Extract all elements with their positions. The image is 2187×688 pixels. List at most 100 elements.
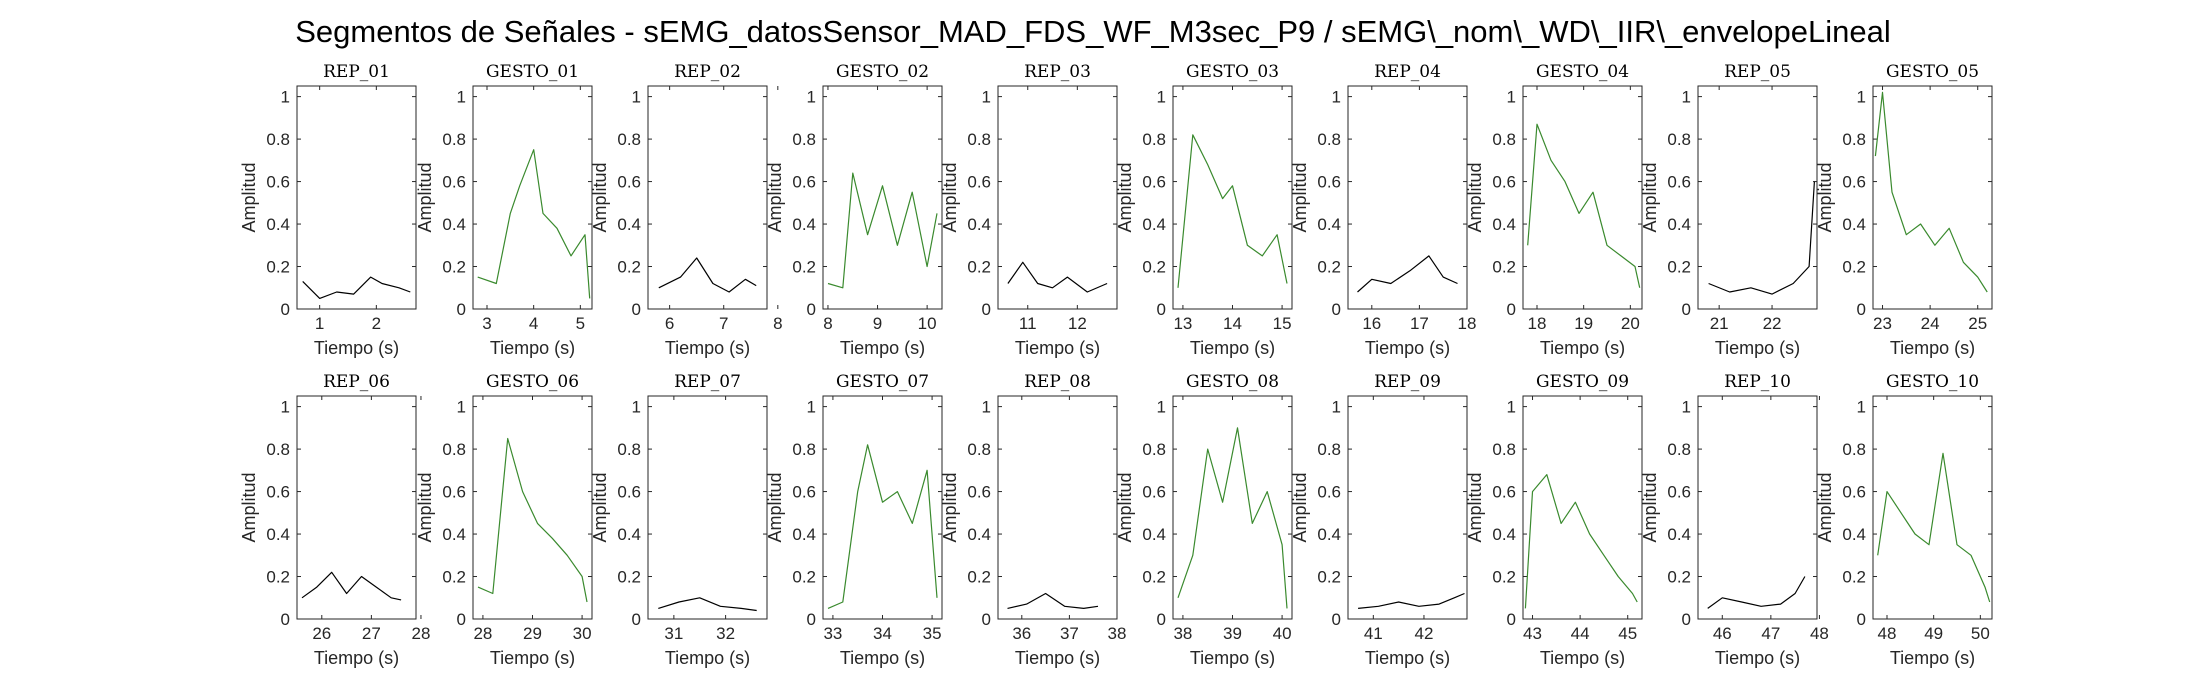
x-tick-label: 34 (873, 624, 892, 643)
x-axis-label: Tiempo (s) (1365, 648, 1450, 668)
y-tick-label: 0.2 (792, 568, 816, 587)
x-tick-label: 37 (1060, 624, 1079, 643)
y-tick-label: 0.6 (1842, 483, 1866, 502)
y-tick-label: 0.8 (1317, 130, 1341, 149)
x-tick-label: 16 (1362, 314, 1381, 333)
y-tick-label: 1 (1332, 88, 1341, 107)
series-line (1874, 91, 1988, 293)
y-tick-label: 1 (1682, 398, 1691, 417)
y-tick-label: 0.8 (967, 440, 991, 459)
y-tick-label: 0 (632, 610, 641, 629)
y-axis-label: Amplitud (415, 162, 435, 232)
x-tick-label: 7 (719, 314, 728, 333)
x-tick-label: 19 (1574, 314, 1593, 333)
y-tick-label: 0.2 (1317, 568, 1341, 587)
y-tick-label: 0.6 (1142, 173, 1166, 192)
x-axis-label: Tiempo (s) (840, 338, 925, 358)
series-line (1007, 592, 1099, 610)
x-axis-label: Tiempo (s) (314, 648, 399, 668)
x-axis-label: Tiempo (s) (314, 338, 399, 358)
y-tick-label: 0.2 (617, 568, 641, 587)
y-axis-label: Amplitud (239, 472, 259, 542)
x-axis-label: Tiempo (s) (1715, 338, 1800, 358)
y-tick-label: 0.8 (442, 440, 466, 459)
y-tick-label: 1 (281, 398, 290, 417)
axes-frame (997, 85, 1118, 310)
y-tick-label: 1 (1507, 398, 1516, 417)
axes-frame (1522, 395, 1643, 620)
y-tick-label: 0.8 (617, 440, 641, 459)
series-line (477, 149, 591, 299)
x-tick-label: 32 (716, 624, 735, 643)
y-tick-label: 0.8 (1842, 130, 1866, 149)
y-tick-label: 0 (1157, 610, 1166, 629)
y-axis-label: Amplitud (1465, 162, 1485, 232)
y-tick-label: 1 (807, 398, 816, 417)
y-tick-label: 0.2 (1842, 568, 1866, 587)
series-line (1358, 592, 1465, 609)
x-tick-label: 3 (482, 314, 491, 333)
y-tick-label: 0.2 (1667, 568, 1691, 587)
x-axis-label: Tiempo (s) (1540, 338, 1625, 358)
y-axis-label: Amplitud (590, 472, 610, 542)
y-tick-label: 0 (807, 300, 816, 319)
x-tick-label: 8 (823, 314, 832, 333)
y-axis-label: Amplitud (1290, 472, 1310, 542)
y-tick-label: 1 (1857, 398, 1866, 417)
y-tick-label: 0 (982, 300, 991, 319)
panel-title: REP_07 (674, 372, 741, 392)
x-tick-label: 45 (1618, 624, 1637, 643)
x-axis-label: Tiempo (s) (1365, 338, 1450, 358)
y-tick-label: 0 (1682, 300, 1691, 319)
y-tick-label: 0 (982, 610, 991, 629)
y-tick-label: 0.2 (1492, 258, 1516, 277)
panel-gesto-07: GESTO_07 0 0.2 0.4 0.6 0.8 1 33 34 35 Tiempo (s) Am… (765, 372, 943, 668)
panel-title: GESTO_02 (836, 62, 929, 82)
y-tick-label: 1 (632, 88, 641, 107)
panel-title: REP_03 (1024, 62, 1091, 82)
series-line (301, 571, 402, 601)
y-tick-label: 0 (807, 610, 816, 629)
y-tick-label: 0 (1332, 610, 1341, 629)
panel-gesto-04: GESTO_04 0 0.2 0.4 0.6 0.8 1 18 19 20 Tiempo (s) Am… (1465, 62, 1643, 358)
panel-title: REP_04 (1374, 62, 1441, 82)
x-tick-label: 8 (773, 314, 782, 333)
y-tick-label: 0.2 (1317, 258, 1341, 277)
series-line (658, 257, 757, 293)
y-axis-label: Amplitud (415, 472, 435, 542)
y-tick-label: 0.8 (1142, 130, 1166, 149)
x-axis-label: Tiempo (s) (1715, 648, 1800, 668)
x-tick-label: 25 (1968, 314, 1987, 333)
y-tick-label: 0.8 (1492, 130, 1516, 149)
axes-frame (1697, 85, 1818, 310)
x-tick-label: 2 (372, 314, 381, 333)
x-tick-label: 27 (362, 624, 381, 643)
x-tick-label: 12 (1068, 314, 1087, 333)
x-tick-label: 48 (1810, 624, 1829, 643)
y-tick-label: 0.4 (792, 215, 816, 234)
y-tick-label: 0.2 (1492, 568, 1516, 587)
x-tick-label: 31 (664, 624, 683, 643)
y-tick-label: 0 (1682, 610, 1691, 629)
y-tick-label: 0.6 (1492, 483, 1516, 502)
y-tick-label: 1 (982, 398, 991, 417)
panel-title: GESTO_05 (1886, 62, 1979, 82)
y-axis-label: Amplitud (765, 472, 785, 542)
panel-title: GESTO_10 (1886, 372, 1979, 392)
x-tick-label: 17 (1410, 314, 1429, 333)
y-tick-label: 0.2 (1142, 568, 1166, 587)
y-axis-label: Amplitud (765, 162, 785, 232)
y-tick-label: 0.4 (1842, 525, 1866, 544)
y-tick-label: 0 (1507, 300, 1516, 319)
series-line (1527, 123, 1641, 288)
panel-gesto-03: GESTO_03 0 0.2 0.4 0.6 0.8 1 13 14 15 Tiempo (s) Am… (1115, 62, 1293, 358)
y-tick-label: 0.6 (1667, 173, 1691, 192)
y-tick-label: 1 (807, 88, 816, 107)
x-tick-label: 44 (1571, 624, 1590, 643)
x-tick-label: 24 (1921, 314, 1940, 333)
y-tick-label: 0.8 (792, 440, 816, 459)
axes-frame (1872, 85, 1993, 310)
x-tick-label: 5 (576, 314, 585, 333)
panel-rep-05: REP_05 0 0.2 0.4 0.6 0.8 1 21 22 Tiempo (s) Amplit… (1640, 62, 1818, 358)
